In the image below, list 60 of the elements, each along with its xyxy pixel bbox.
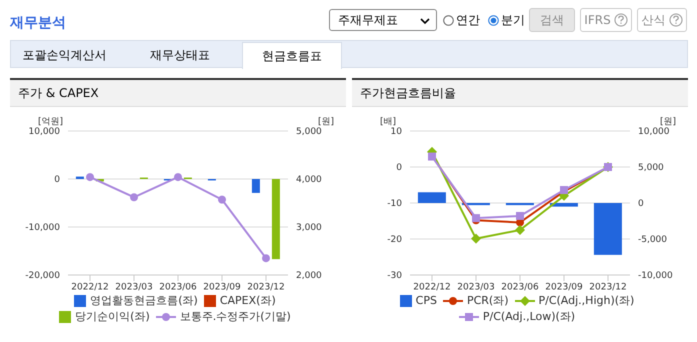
text: IFRS <box>580 8 632 32</box>
legend-label: 당기순이익(좌) <box>75 309 150 325</box>
x-tick-label: 2023/03 <box>457 282 495 292</box>
point <box>86 173 94 182</box>
y-axis-title: [억원] <box>38 116 64 127</box>
chart-title: 주가 & CAPEX <box>10 80 346 107</box>
text: 분기 <box>501 12 525 29</box>
x-tick-label: 2023/03 <box>115 282 153 292</box>
y2-tick-label: 5,000 <box>296 127 322 138</box>
y-tick-label: -10 <box>387 199 402 210</box>
x-tick-label: 2023/09 <box>203 282 241 292</box>
y2-tick-label: 3,000 <box>296 223 322 234</box>
y2-axis-title: [원] <box>660 116 676 127</box>
chart-title: 주가현금흐름비율 <box>352 80 688 107</box>
x-tick-label: 2023/06 <box>501 282 539 292</box>
x-tick-label: 2023/12 <box>589 282 627 292</box>
y-tick-label: 10,000 <box>28 127 60 138</box>
text: 검색 <box>529 8 575 32</box>
point <box>218 196 226 204</box>
y2-tick-label: 0 <box>638 199 644 210</box>
y-tick-label: -10,000 <box>25 223 60 234</box>
y-tick-label: 10 <box>390 127 402 138</box>
point <box>262 254 270 262</box>
y2-tick-label: 2,000 <box>296 271 322 282</box>
x-tick-label: 2023/09 <box>545 282 583 292</box>
x-tick-label: 2022/12 <box>71 282 109 292</box>
text: 연간 <box>456 12 480 29</box>
y2-tick-label: -5,000 <box>638 235 668 246</box>
legend-label: P/C(Adj.,High)(좌) <box>538 293 634 309</box>
text: 재무분석 <box>10 14 66 32</box>
point <box>130 193 138 202</box>
text: 주재무제표 <box>338 12 398 28</box>
x-tick-label: 2023/06 <box>159 282 197 292</box>
y-tick-label: -20,000 <box>25 271 60 282</box>
text: 산식 <box>637 8 687 32</box>
legend-label: CPS <box>416 293 437 309</box>
point <box>174 173 182 182</box>
point <box>471 234 481 244</box>
y2-axis-title: [원] <box>318 116 334 127</box>
legend-label: PCR(좌) <box>466 293 508 309</box>
legend-label: 보통주.수정주가(기말) <box>180 309 291 325</box>
y-tick-label: -30 <box>387 271 402 282</box>
text: 현금흐름표 <box>242 42 342 69</box>
y-tick-label: 0 <box>54 175 60 186</box>
x-tick-label: 2023/12 <box>247 282 285 292</box>
y-axis-title: [배] <box>380 116 396 127</box>
y2-tick-label: 10,000 <box>638 127 670 138</box>
point <box>515 225 525 235</box>
point <box>516 212 524 220</box>
y2-tick-label: 4,000 <box>296 175 322 186</box>
y-tick-label: -20 <box>387 235 402 246</box>
legend-label: CAPEX(좌) <box>220 293 276 309</box>
legend-label: 영업활동현금흐름(좌) <box>90 293 198 309</box>
y-tick-label: 0 <box>396 163 402 174</box>
text: 재무상태표 <box>149 47 211 64</box>
y2-tick-label: 5,000 <box>638 163 664 174</box>
text: 포괄손익계산서 <box>22 47 108 64</box>
legend-label: P/C(Adj.,Low)(좌) <box>482 309 576 325</box>
y2-tick-label: -10,000 <box>638 271 674 282</box>
x-tick-label: 2022/12 <box>413 282 451 292</box>
